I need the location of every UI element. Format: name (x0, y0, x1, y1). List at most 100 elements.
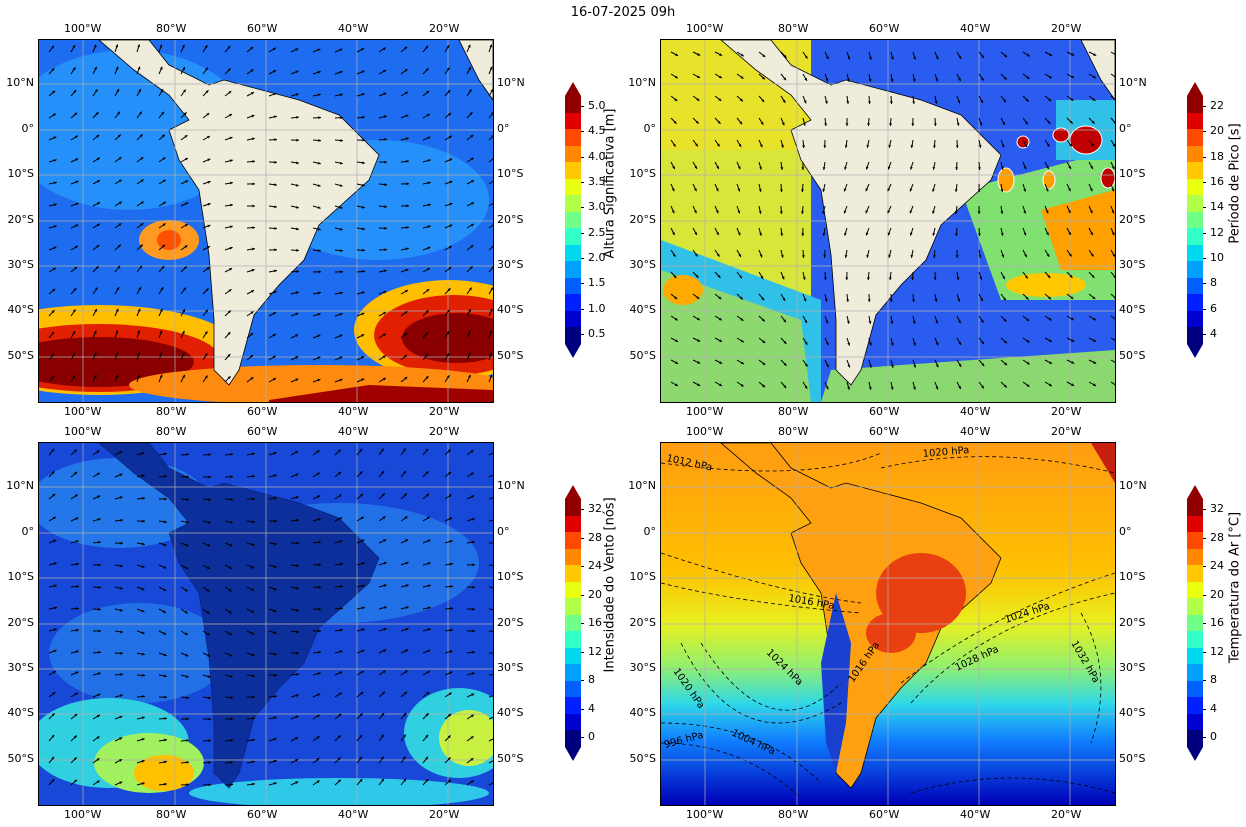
vector-arrow-head (1001, 254, 1005, 258)
vector-arrow-head (228, 610, 232, 614)
lat-tick-label: 50°S (497, 349, 524, 362)
lon-tick-label: 60°W (247, 22, 278, 35)
vector-arrow-head (337, 449, 341, 453)
colorbar-tick-mark (1203, 283, 1206, 285)
vector-arrow-head (449, 202, 453, 206)
vector-arrow-head (405, 649, 409, 653)
vector-arrow-head (362, 584, 365, 588)
vector-arrow-head (1048, 296, 1052, 300)
vector-arrow-head (141, 452, 145, 455)
vector-arrow-head (912, 320, 916, 324)
lat-tick-label: 30°S (629, 661, 656, 674)
vector-arrow-head (782, 297, 786, 301)
vector-arrow (488, 135, 493, 141)
vector-arrow-head (801, 211, 804, 214)
colorbar-segment (565, 310, 581, 328)
vector-arrow-head (186, 475, 189, 479)
vector-arrow-head (980, 319, 984, 323)
vector-arrow-head (404, 91, 408, 95)
vector-arrow-head (719, 383, 722, 386)
lon-tick-label: 80°W (156, 425, 187, 438)
vector-arrow-head (229, 653, 233, 657)
vector-arrow (488, 180, 493, 185)
vector-arrow-head (230, 498, 233, 501)
vector-arrow-head (846, 101, 850, 104)
lon-tick-label: 20°W (1051, 22, 1082, 35)
vector-arrow-head (489, 352, 493, 356)
vector-arrow-head (119, 759, 123, 762)
vector-arrow-head (361, 628, 365, 631)
vector-arrow-head (957, 298, 961, 302)
vector-arrow-head (1111, 188, 1115, 192)
vector-arrow-head (847, 364, 851, 368)
colorbar-segment (1187, 162, 1203, 180)
vector-arrow-head (909, 232, 913, 236)
vector-arrow-head (739, 121, 743, 125)
lat-tick-label: 20°S (497, 616, 524, 629)
vector-arrow-head (295, 93, 299, 96)
colorbar-segment (1187, 664, 1203, 682)
lon-tick-label: 40°W (338, 808, 369, 821)
vector-arrow-head (1092, 317, 1096, 321)
vector-arrow-head (207, 675, 211, 678)
vector-arrow-head (1112, 253, 1115, 257)
vector-arrow-head (361, 378, 365, 382)
colorbar-label-wind-speed: Intensidade do Vento [nós] (602, 497, 618, 673)
vector-arrow-head (340, 607, 343, 610)
colorbar-tick-mark (1203, 594, 1206, 596)
vector-arrow-head (912, 299, 915, 302)
vector-arrow-head (1070, 317, 1074, 321)
vector-arrow-head (74, 266, 78, 270)
vector-arrow-head (273, 92, 277, 96)
vector-arrow-head (339, 334, 343, 338)
vector-arrow (488, 245, 493, 251)
colorbar-segment (565, 581, 581, 599)
vector-arrow-head (339, 650, 343, 653)
vector-arrow-head (51, 756, 55, 760)
vector-arrow-head (913, 342, 916, 346)
vector-arrow-head (206, 588, 210, 592)
vector-arrow-head (826, 342, 829, 346)
vector-arrow-head (51, 353, 54, 357)
vector-arrow-head (446, 67, 450, 71)
vector-arrow-head (1002, 122, 1005, 125)
vector-arrow-head (274, 160, 277, 164)
vector-arrow-head (471, 672, 475, 675)
vector-arrow-head (360, 671, 364, 674)
vector-arrow-head (273, 115, 277, 119)
vector-arrow-head (981, 385, 984, 389)
vector-arrow-head (338, 779, 341, 783)
colorbar-peak-period (1187, 82, 1203, 358)
vector-arrow-head (96, 223, 100, 227)
vector-arrow-head (447, 735, 451, 739)
vector-arrow-head (250, 377, 254, 380)
vector-arrow-head (958, 341, 961, 345)
vector-arrow-head (697, 361, 701, 364)
colorbar-tick-mark (581, 708, 584, 710)
vector-arrow-head (761, 297, 765, 301)
colorbar-max-extend (1187, 485, 1203, 499)
colorbar-tick-label: 1.0 (588, 301, 606, 315)
vector-arrow-head (425, 471, 429, 475)
vector-arrow-head (867, 277, 870, 280)
vector-arrow-head (404, 516, 408, 520)
vector-arrow-head (185, 520, 189, 524)
vector-arrow-head (97, 693, 101, 697)
lon-tick-label: 80°W (778, 808, 809, 821)
vector-arrow-head (159, 44, 163, 48)
vector-arrow-head (296, 518, 299, 522)
vector-arrow-head (359, 471, 363, 475)
vector-arrow-head (932, 232, 936, 236)
vector-arrow-head (425, 45, 429, 49)
vector-arrow-head (96, 714, 100, 718)
colorbar-tick-label: 16 (1210, 616, 1224, 629)
vector-arrow-head (207, 180, 211, 184)
vector-arrow-head (96, 157, 100, 161)
vector-arrow-head (1092, 75, 1096, 79)
vector-arrow-head (273, 474, 277, 477)
vector-arrow-head (783, 77, 786, 81)
vector-arrow-head (250, 354, 254, 358)
vector-arrow-head (318, 249, 321, 252)
lat-tick-label: 0° (21, 122, 35, 135)
vector-arrow-head (361, 334, 365, 337)
